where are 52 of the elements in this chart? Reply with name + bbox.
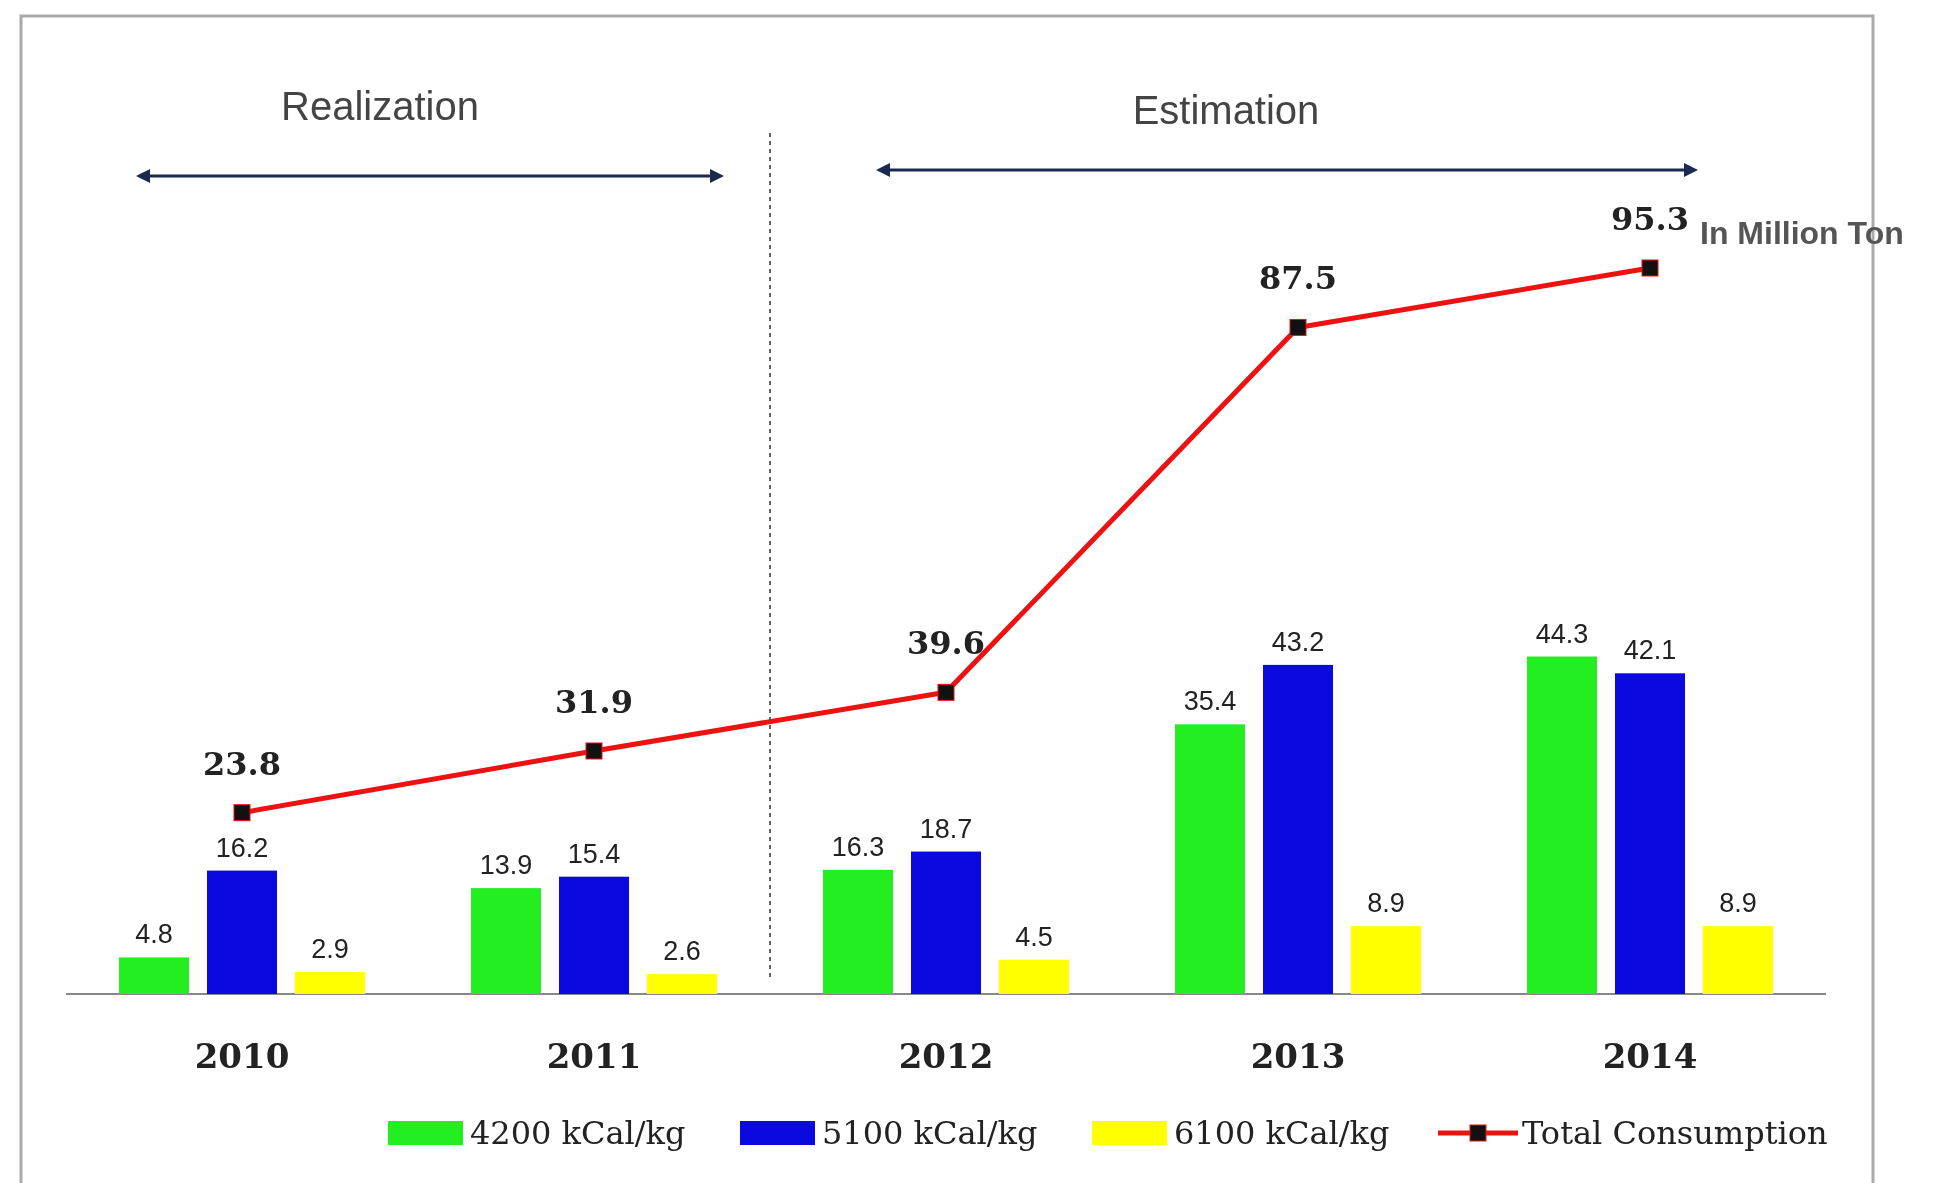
point — [233, 804, 251, 822]
bar — [295, 971, 365, 994]
bar — [1175, 724, 1245, 994]
data-label: 87.5 — [1259, 259, 1337, 298]
bar — [1527, 656, 1597, 994]
bar — [471, 888, 541, 994]
data-label: 4.8 — [135, 919, 173, 950]
data-label: 2.6 — [663, 936, 701, 967]
x-tick-label: 2012 — [898, 1036, 994, 1076]
legend-label: 4200 kCal/kg — [470, 1114, 686, 1152]
point — [1641, 259, 1659, 277]
bar — [911, 851, 981, 994]
bar — [1703, 926, 1773, 994]
bar — [1351, 926, 1421, 994]
text: Estimation — [1132, 88, 1320, 132]
data-label: 35.4 — [1183, 686, 1237, 717]
bar — [1263, 664, 1333, 994]
x-tick-label: 2014 — [1602, 1036, 1698, 1076]
x-tick-label: 2013 — [1250, 1036, 1346, 1076]
legend-label: 5100 kCal/kg — [822, 1114, 1038, 1152]
data-label: 16.3 — [831, 831, 885, 862]
point — [1289, 318, 1307, 336]
data-label: 8.9 — [1719, 888, 1757, 919]
bar — [119, 957, 189, 994]
data-label: 23.8 — [203, 744, 281, 783]
bar — [207, 870, 277, 994]
x-tick-label: 2011 — [546, 1036, 642, 1076]
data-label: 8.9 — [1367, 888, 1405, 919]
data-label: 18.7 — [919, 813, 973, 844]
text: In Million Ton — [1700, 215, 1904, 251]
data-label: 43.2 — [1271, 626, 1325, 657]
legend-label: Total Consumption — [1522, 1114, 1828, 1152]
data-label: 2.9 — [311, 933, 349, 964]
legend-label: 6100 kCal/kg — [1174, 1114, 1390, 1152]
data-label: 44.3 — [1535, 618, 1589, 649]
point — [937, 683, 955, 701]
bar — [559, 876, 629, 994]
data-label: 16.2 — [215, 832, 269, 863]
text: Realization — [281, 84, 479, 128]
data-label: 42.1 — [1623, 635, 1677, 666]
bar — [999, 959, 1069, 994]
x-tick-label: 2010 — [194, 1036, 290, 1076]
bar — [647, 974, 717, 994]
data-label: 95.3 — [1611, 200, 1689, 238]
data-label: 39.6 — [907, 624, 985, 663]
bar — [823, 869, 893, 994]
bar — [1615, 673, 1685, 994]
data-label: 13.9 — [479, 850, 533, 881]
point — [585, 742, 603, 760]
data-label: 4.5 — [1015, 921, 1053, 952]
data-label: 15.4 — [567, 838, 621, 869]
data-label: 31.9 — [555, 682, 633, 721]
